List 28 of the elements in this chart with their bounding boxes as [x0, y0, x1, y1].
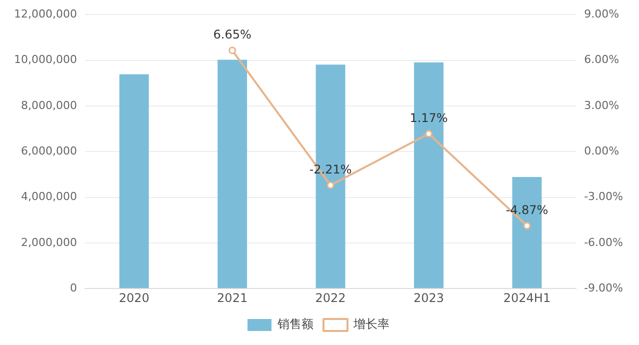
y2-tick-label: -6.00%	[584, 236, 624, 249]
y2-tick-label: 9.00%	[584, 7, 620, 20]
y2-tick-label: 0.00%	[584, 144, 620, 158]
legend-label: 销售额	[276, 317, 314, 332]
y2-tick-label: 6.00%	[584, 53, 620, 66]
x-tick-label: 2023	[413, 290, 444, 305]
point	[326, 181, 334, 189]
y-tick-label: 8,000,000	[20, 98, 77, 112]
x-tick-label: 2024H1	[503, 290, 551, 305]
legend-label: 增长率	[352, 317, 390, 332]
x-tick-label: 2021	[217, 290, 248, 305]
y2-tick-label: -3.00%	[584, 190, 624, 204]
y-tick-label: 4,000,000	[20, 190, 77, 204]
point	[425, 130, 433, 138]
y-tick-label: 12,000,000	[14, 7, 77, 20]
bar	[119, 74, 149, 288]
bar	[218, 60, 248, 288]
data-label: 6.65%	[213, 27, 252, 42]
y-tick-label: 0	[70, 281, 77, 294]
point	[228, 46, 236, 54]
y-tick-label: 2,000,000	[20, 236, 77, 249]
y2-tick-label: 3.00%	[584, 98, 620, 112]
x-tick-label: 2022	[315, 290, 346, 305]
y-tick-label: 6,000,000	[20, 144, 77, 158]
point	[523, 222, 531, 230]
y-tick-label: 10,000,000	[14, 53, 77, 66]
y2-tick-label: -9.00%	[584, 281, 624, 294]
x-tick-label: 2020	[118, 290, 150, 305]
